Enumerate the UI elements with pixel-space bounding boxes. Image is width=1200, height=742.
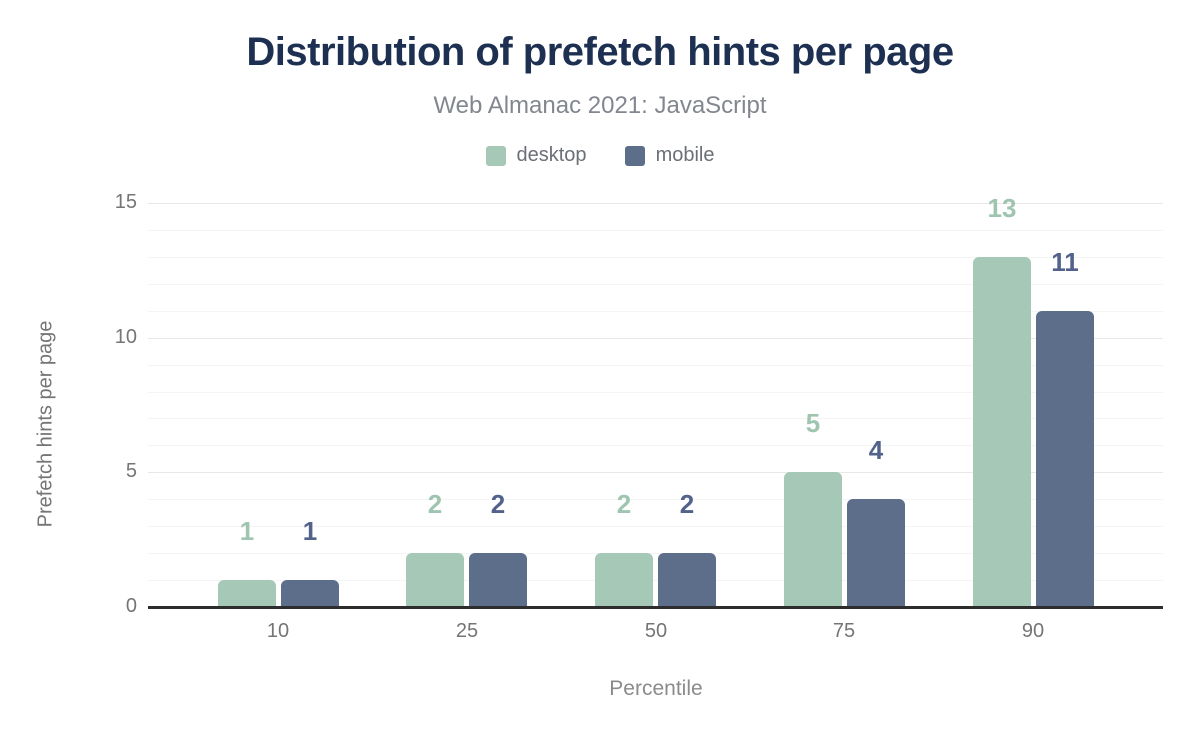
legend-item-mobile: mobile — [624, 144, 715, 167]
bar-value-mobile-p75: 4 — [868, 435, 884, 465]
x-tick-label: 75 — [832, 620, 856, 642]
bar-value-mobile-p90: 11 — [1051, 247, 1079, 277]
x-tick-label: 25 — [455, 620, 479, 642]
bar-value-desktop-p50: 2 — [616, 489, 632, 519]
minor-gridline — [148, 284, 1163, 285]
chart-title: Distribution of prefetch hints per page — [246, 30, 954, 74]
bar-value-desktop-p10: 1 — [239, 516, 255, 546]
minor-gridline — [148, 311, 1163, 312]
bar-mobile-p25 — [469, 553, 527, 607]
bar-desktop-p50 — [595, 553, 653, 607]
minor-gridline — [148, 365, 1163, 366]
y-tick-label: 10 — [114, 326, 137, 348]
bar-desktop-p75 — [784, 472, 842, 607]
bar-mobile-p90 — [1036, 311, 1094, 607]
y-tick-label: 0 — [125, 595, 137, 617]
bar-desktop-p10 — [218, 580, 276, 607]
y-tick-label: 15 — [114, 191, 137, 213]
minor-gridline — [148, 580, 1163, 581]
x-axis-title: Percentile — [609, 677, 703, 700]
minor-gridline — [148, 553, 1163, 554]
bar-desktop-p90 — [973, 257, 1031, 607]
legend-item-desktop: desktop — [485, 144, 587, 167]
bar-value-desktop-p90: 13 — [987, 193, 1017, 223]
bar-mobile-p75 — [847, 499, 905, 607]
major-gridline — [148, 338, 1163, 339]
bar-value-mobile-p10: 1 — [302, 516, 318, 546]
y-tick-label: 5 — [125, 460, 137, 482]
x-tick-label: 90 — [1021, 620, 1045, 642]
desktop-swatch-icon — [485, 145, 506, 166]
bar-value-desktop-p25: 2 — [427, 489, 443, 519]
minor-gridline — [148, 499, 1163, 500]
minor-gridline — [148, 230, 1163, 231]
chart-subtitle: Web Almanac 2021: JavaScript — [433, 92, 767, 119]
legend-label-mobile: mobile — [655, 144, 715, 166]
bar-value-mobile-p25: 2 — [490, 489, 506, 519]
major-gridline — [148, 203, 1163, 204]
bar-mobile-p50 — [658, 553, 716, 607]
minor-gridline — [148, 392, 1163, 393]
minor-gridline — [148, 257, 1163, 258]
major-gridline — [148, 472, 1163, 473]
mobile-swatch-icon — [624, 145, 645, 166]
bar-desktop-p25 — [406, 553, 464, 607]
legend-label-desktop: desktop — [516, 144, 587, 166]
bar-value-mobile-p50: 2 — [679, 489, 695, 519]
minor-gridline — [148, 445, 1163, 446]
bar-mobile-p10 — [281, 580, 339, 607]
legend: desktop mobile — [0, 144, 1200, 167]
x-tick-label: 50 — [644, 620, 668, 642]
bar-value-desktop-p75: 5 — [805, 408, 821, 438]
minor-gridline — [148, 418, 1163, 419]
x-tick-label: 10 — [266, 620, 290, 642]
x-axis-line — [148, 606, 1163, 609]
minor-gridline — [148, 526, 1163, 527]
